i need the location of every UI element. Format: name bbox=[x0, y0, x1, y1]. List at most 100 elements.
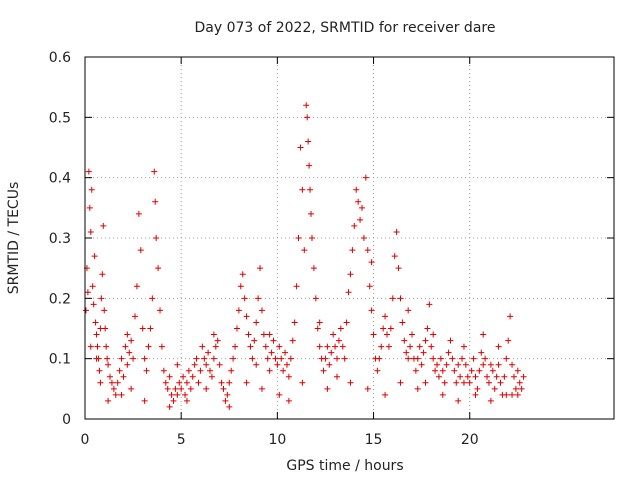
data-point bbox=[489, 367, 496, 374]
data-point bbox=[399, 319, 406, 326]
data-point bbox=[264, 355, 271, 362]
data-point bbox=[364, 247, 371, 254]
data-point bbox=[466, 379, 473, 386]
data-point bbox=[393, 228, 400, 235]
data-point bbox=[116, 367, 123, 374]
data-point bbox=[422, 337, 429, 344]
data-point bbox=[176, 379, 183, 386]
data-point bbox=[416, 343, 423, 350]
data-point bbox=[230, 355, 237, 362]
data-point bbox=[183, 397, 190, 404]
y-tick-label: 0.4 bbox=[49, 171, 71, 187]
data-point bbox=[99, 271, 106, 278]
y-axis-label: SRMTID / TECUs bbox=[6, 182, 22, 295]
data-point bbox=[178, 385, 185, 392]
data-point bbox=[389, 295, 396, 302]
data-point bbox=[166, 373, 173, 380]
data-point bbox=[103, 343, 110, 350]
data-point bbox=[503, 391, 510, 398]
data-point bbox=[122, 343, 129, 350]
data-point bbox=[114, 379, 121, 386]
data-point bbox=[430, 331, 437, 338]
data-point bbox=[435, 373, 442, 380]
data-point bbox=[405, 307, 412, 314]
data-point bbox=[320, 367, 327, 374]
data-point bbox=[457, 373, 464, 380]
data-point bbox=[453, 379, 460, 386]
data-point bbox=[304, 114, 311, 121]
data-point bbox=[224, 391, 231, 398]
data-point bbox=[118, 355, 125, 362]
data-point bbox=[280, 367, 287, 374]
data-point bbox=[397, 295, 404, 302]
data-point bbox=[92, 319, 99, 326]
data-point bbox=[285, 397, 292, 404]
y-tick-label: 0.6 bbox=[49, 50, 71, 66]
data-point bbox=[505, 337, 512, 344]
data-point bbox=[520, 373, 527, 380]
data-point bbox=[249, 355, 256, 362]
x-axis-label: GPS time / hours bbox=[286, 458, 403, 474]
data-point bbox=[237, 283, 244, 290]
data-point bbox=[482, 355, 489, 362]
data-point bbox=[345, 289, 352, 296]
data-point bbox=[87, 343, 94, 350]
data-point bbox=[135, 210, 142, 217]
data-point bbox=[143, 367, 150, 374]
data-point bbox=[430, 355, 437, 362]
data-point bbox=[137, 247, 144, 254]
data-point bbox=[126, 349, 133, 356]
data-point bbox=[187, 385, 194, 392]
data-point bbox=[437, 355, 444, 362]
y-tick-label: 0.1 bbox=[49, 352, 71, 368]
data-point bbox=[278, 355, 285, 362]
data-point bbox=[474, 385, 481, 392]
data-point bbox=[88, 186, 95, 193]
data-point bbox=[151, 168, 158, 175]
data-point bbox=[503, 355, 510, 362]
data-point bbox=[197, 367, 204, 374]
data-point bbox=[100, 222, 107, 229]
data-point bbox=[235, 307, 242, 314]
data-point bbox=[168, 391, 175, 398]
data-point bbox=[141, 397, 148, 404]
data-point bbox=[243, 379, 250, 386]
data-point bbox=[343, 319, 350, 326]
data-point bbox=[105, 397, 112, 404]
data-point bbox=[255, 295, 262, 302]
grid-lines bbox=[85, 57, 614, 419]
data-point bbox=[118, 391, 125, 398]
data-point bbox=[376, 355, 383, 362]
data-point bbox=[380, 325, 387, 332]
data-point bbox=[153, 235, 160, 241]
data-point bbox=[332, 343, 339, 350]
data-point bbox=[360, 235, 367, 241]
data-point bbox=[183, 379, 190, 386]
data-point bbox=[180, 373, 187, 380]
data-point bbox=[112, 391, 119, 398]
data-point bbox=[409, 331, 416, 338]
data-point bbox=[501, 373, 508, 380]
data-point bbox=[428, 343, 435, 350]
data-point bbox=[333, 355, 340, 362]
data-point bbox=[468, 367, 475, 374]
data-point bbox=[299, 379, 306, 386]
data-point bbox=[266, 367, 273, 374]
data-point bbox=[403, 349, 410, 356]
y-tick-label: 0.5 bbox=[49, 110, 71, 126]
data-point bbox=[97, 379, 104, 386]
data-point bbox=[253, 361, 260, 368]
data-point bbox=[157, 307, 164, 314]
data-point bbox=[120, 373, 127, 380]
data-point bbox=[424, 325, 431, 332]
data-point bbox=[353, 186, 360, 193]
data-point bbox=[132, 313, 139, 320]
data-point bbox=[301, 247, 308, 254]
data-point bbox=[330, 331, 337, 338]
data-point bbox=[414, 355, 421, 362]
data-point bbox=[460, 343, 467, 350]
data-point bbox=[308, 210, 315, 217]
data-point bbox=[160, 367, 167, 374]
data-point bbox=[445, 349, 452, 356]
